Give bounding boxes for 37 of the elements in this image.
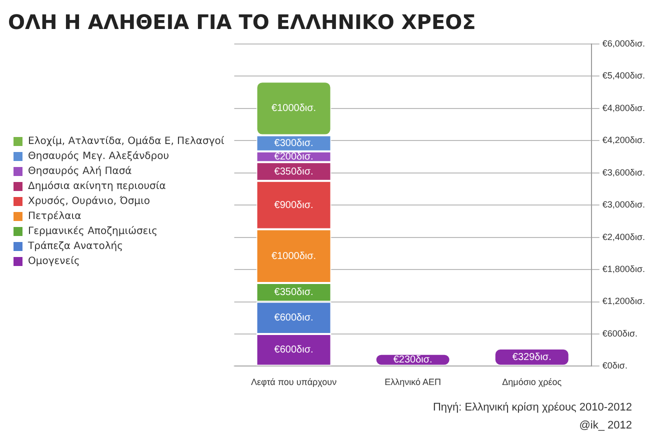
- legend-label: Πετρέλαια: [28, 211, 82, 222]
- y-tick-label: €4,800δισ.: [602, 102, 645, 113]
- y-tick-label: €6,000δισ.: [602, 38, 645, 48]
- legend-label: Δημόσια ακίνητη περιουσία: [28, 181, 166, 192]
- legend-label: Τράπεζα Ανατολής: [27, 241, 123, 252]
- y-tick-label: €0δισ.: [602, 360, 628, 371]
- legend-label: Θησαυρός Μεγ. Αλεξάνδρου: [28, 151, 170, 162]
- y-tick-label: €3,600δισ.: [602, 167, 645, 178]
- y-tick-label: €2,400δισ.: [602, 232, 645, 242]
- text: @ik_ 2012: [579, 420, 632, 432]
- y-tick-label: €3,000δισ.: [602, 200, 645, 210]
- x-tick-label: Λεφτά που υπάρχουν: [250, 377, 338, 388]
- legend-label: Θησαυρός Αλή Πασά: [28, 166, 132, 178]
- legend-label: Χρυσός, Ουράνιο, Όσμιο: [28, 196, 150, 208]
- data-label: €600δισ.: [274, 344, 314, 356]
- data-label: €600δισ.: [274, 312, 314, 324]
- legend-label: Ελοχίμ, Ατλαντίδα, Ομάδα Ε, Πελασγοί: [28, 136, 225, 148]
- data-label: €900δισ.: [274, 200, 314, 211]
- y-tick-label: €1,200δισ.: [602, 296, 645, 306]
- data-label: €1000δισ.: [272, 250, 316, 262]
- data-label: €230δισ.: [393, 354, 432, 366]
- data-label: €200δισ.: [274, 152, 314, 163]
- data-label: €350δισ.: [274, 166, 314, 178]
- legend-label: Γερμανικές Αποζημιώσεις: [28, 226, 158, 238]
- y-tick-label: €600δισ.: [602, 328, 638, 338]
- chart-title: ΟΛΗ Η ΑΛΗΘΕΙΑ ΓΙΑ ΤΟ ΕΛΛΗΝΙΚΟ ΧΡΕΟΣ: [8, 10, 476, 34]
- legend-label: Ομογενείς: [28, 256, 80, 268]
- data-label: €350δισ.: [274, 287, 314, 298]
- y-tick-label: €4,200δισ.: [602, 135, 645, 146]
- x-tick-label: Δημόσιο χρέος: [502, 377, 562, 388]
- data-label: €1000δισ.: [272, 103, 316, 114]
- x-tick-label: Ελληνικό ΑΕΠ: [384, 377, 442, 388]
- data-label: €300δισ.: [274, 138, 314, 150]
- y-tick-label: €1,800δισ.: [602, 264, 645, 274]
- text: Πηγή: Ελληνική κρίση χρέους 2010-2012: [432, 402, 632, 414]
- data-label: €329δισ.: [512, 352, 552, 363]
- y-tick-label: €5,400δισ.: [602, 70, 645, 81]
